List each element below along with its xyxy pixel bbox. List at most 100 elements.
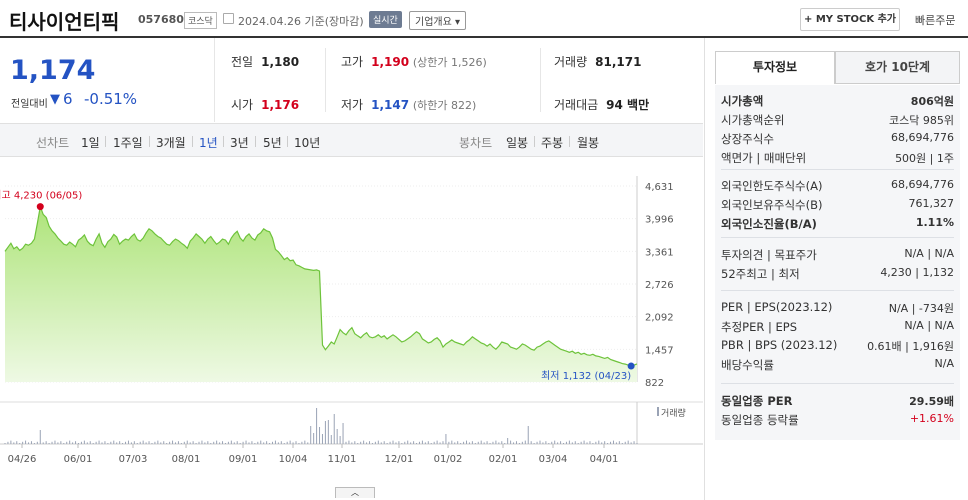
volume-bar	[189, 442, 191, 444]
volume-bar	[260, 440, 262, 444]
invest-row-value: N/A | -734원	[888, 302, 954, 315]
candle-weekly[interactable]: 주봉	[541, 136, 564, 150]
period-10y[interactable]: 10년	[294, 136, 321, 150]
invest-row-value: +1.61%	[909, 412, 954, 425]
volume-bar	[139, 441, 141, 444]
stock-name: 티사이언티픽	[9, 10, 120, 34]
volume-bar	[524, 440, 526, 444]
invest-row-label: 추정PER | EPS	[721, 320, 798, 334]
volume-bar	[589, 441, 591, 444]
x-tick-label: 01/02	[434, 454, 463, 465]
tab-invest-info[interactable]: 투자정보	[715, 51, 835, 84]
volume-bar	[463, 441, 465, 444]
volume-bar	[410, 442, 412, 444]
section-divider	[721, 237, 954, 238]
volume-bar	[130, 442, 132, 444]
volume-bar	[166, 443, 168, 444]
period-1d[interactable]: 1일	[81, 136, 100, 150]
company-overview-button[interactable]: 기업개요 ▾	[409, 11, 466, 30]
volume-bar	[421, 440, 423, 444]
volume-bar	[495, 440, 497, 444]
period-1w[interactable]: 1주일	[113, 136, 143, 150]
section-divider	[721, 169, 954, 170]
volume-bar	[42, 442, 44, 444]
volume-bar	[233, 442, 235, 444]
volume-bar	[377, 440, 379, 444]
volume-bar	[548, 443, 550, 444]
volume-bar	[430, 443, 432, 444]
volume-bar	[542, 442, 544, 444]
volume-bar	[592, 443, 594, 444]
invest-row: 외국인소진율(B/A) 1.11%	[721, 216, 954, 234]
add-mystock-button[interactable]: + MY STOCK 추가	[800, 8, 900, 31]
volume-bar	[119, 441, 121, 444]
volume-bar	[301, 441, 303, 444]
volume-bar	[145, 442, 147, 444]
invest-row-label: 동일업종 등락률	[721, 413, 799, 427]
period-5y[interactable]: 5년	[263, 136, 282, 150]
volume-bar	[136, 443, 138, 444]
invest-row-label: 외국인한도주식수(A)	[721, 179, 823, 193]
volume-bar	[501, 441, 503, 444]
volume-bar	[319, 427, 321, 444]
volume-bar	[160, 442, 162, 444]
low-point	[627, 362, 635, 370]
volume-bar	[518, 443, 520, 444]
volume-bar	[595, 441, 597, 444]
volume-bar	[63, 443, 65, 444]
price-change-percent: -0.51%	[84, 90, 138, 108]
volume-bar	[10, 440, 12, 444]
volume-bar	[504, 443, 506, 444]
price-chart[interactable]: 4,631 3,996 3,361 2,726 2,092 1,457 822 최고 4,2…	[0, 158, 703, 500]
volume-bar	[360, 441, 362, 444]
volume-bar	[351, 442, 353, 444]
invest-row: 외국인보유주식수(B) 761,327	[721, 197, 954, 215]
x-tick-label: 12/01	[385, 454, 414, 465]
period-3m[interactable]: 3개월	[156, 136, 186, 150]
invest-info-panel: 투자정보 호가 10단계 시가총액 806억원 시가총액순위 코스닥 985위 상장주식…	[704, 38, 968, 500]
volume-bar	[263, 442, 265, 444]
volume-bar	[454, 442, 456, 444]
volume-bar	[257, 441, 259, 444]
invest-row-value: 68,694,776	[891, 178, 954, 191]
volume-bar	[19, 443, 21, 444]
quick-order-link[interactable]: 빠른주문	[915, 14, 956, 27]
candle-chart-label: 봉차트	[459, 136, 493, 150]
volume-bar	[457, 441, 459, 444]
candle-monthly[interactable]: 월봉	[577, 136, 600, 150]
tab-orderbook[interactable]: 호가 10단계	[835, 51, 960, 84]
volume-bar	[163, 441, 165, 444]
expand-chart-button[interactable]: ︿	[335, 487, 375, 498]
volume-bar	[201, 440, 203, 444]
volume-bar	[618, 441, 620, 444]
volume-bar	[236, 441, 238, 444]
invest-row-value: N/A | N/A	[904, 319, 954, 332]
candle-daily[interactable]: 일봉	[506, 136, 529, 150]
stat-low: 저가 1,147 (하한가 822)	[341, 98, 477, 112]
invest-row-label: 외국인소진율(B/A)	[721, 217, 817, 231]
invest-info-list: 시가총액 806억원 시가총액순위 코스닥 985위 상장주식수 68,694,776 액면…	[715, 85, 960, 440]
volume-bar	[242, 441, 244, 444]
volume-bar	[269, 443, 271, 444]
invest-row-label: 시가총액	[721, 94, 764, 108]
invest-row-value: N/A	[934, 357, 954, 370]
realtime-badge[interactable]: 실시간	[369, 11, 402, 28]
volume-bar	[174, 442, 176, 444]
volume-bar	[366, 442, 368, 444]
volume-bar	[530, 441, 532, 444]
period-3y[interactable]: 3년	[230, 136, 249, 150]
invest-row-label: 상장주식수	[721, 132, 774, 146]
volume-bar	[16, 441, 18, 444]
volume-bar	[477, 441, 479, 444]
invest-row-label: 52주최고 | 최저	[721, 267, 800, 281]
volume-bar	[442, 441, 444, 444]
volume-bar	[4, 443, 6, 444]
volume-bar	[80, 441, 82, 444]
volume-bar	[292, 442, 294, 444]
volume-bar	[30, 441, 32, 444]
period-1y[interactable]: 1년	[199, 136, 218, 150]
volume-bar	[545, 441, 547, 444]
volume-bar	[324, 421, 326, 444]
invest-row-label: 외국인보유주식수(B)	[721, 198, 823, 212]
volume-bar	[418, 441, 420, 444]
